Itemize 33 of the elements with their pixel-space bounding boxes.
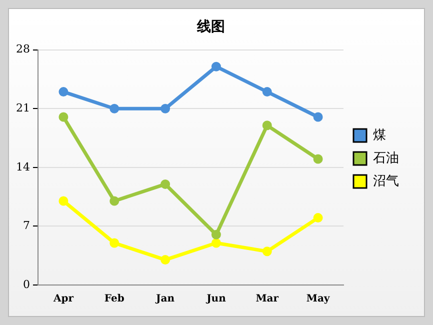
point <box>211 230 221 240</box>
chart-title: 线图 <box>196 19 225 36</box>
point <box>160 104 170 114</box>
x-tick-label: Jun <box>206 294 227 305</box>
point <box>110 238 120 248</box>
point <box>58 112 68 122</box>
x-tick-label: Feb <box>104 294 124 305</box>
x-tick-label: Apr <box>52 294 74 305</box>
y-tick-label: 28 <box>16 42 30 56</box>
x-tick-label: Jan <box>155 294 176 305</box>
x-tick-label: Mar <box>256 294 280 305</box>
legend-label: 煤 <box>373 128 386 143</box>
y-tick-label: 14 <box>16 160 30 174</box>
point <box>211 62 221 72</box>
legend-label: 石油 <box>373 150 399 166</box>
y-tick-label: 0 <box>22 278 30 291</box>
point <box>313 154 323 164</box>
point <box>313 213 323 223</box>
y-tick-label: 21 <box>16 101 30 114</box>
legend-label: 沼气 <box>373 174 399 189</box>
point <box>262 87 272 97</box>
x-tick-label: May <box>306 294 331 305</box>
point <box>262 246 272 256</box>
point <box>110 196 120 206</box>
point <box>262 120 272 130</box>
point <box>211 238 221 248</box>
point <box>160 179 170 189</box>
point <box>58 87 68 97</box>
y-tick-label: 7 <box>22 219 30 232</box>
point <box>110 104 120 114</box>
point <box>313 112 323 122</box>
point <box>58 196 68 206</box>
point <box>160 255 170 265</box>
